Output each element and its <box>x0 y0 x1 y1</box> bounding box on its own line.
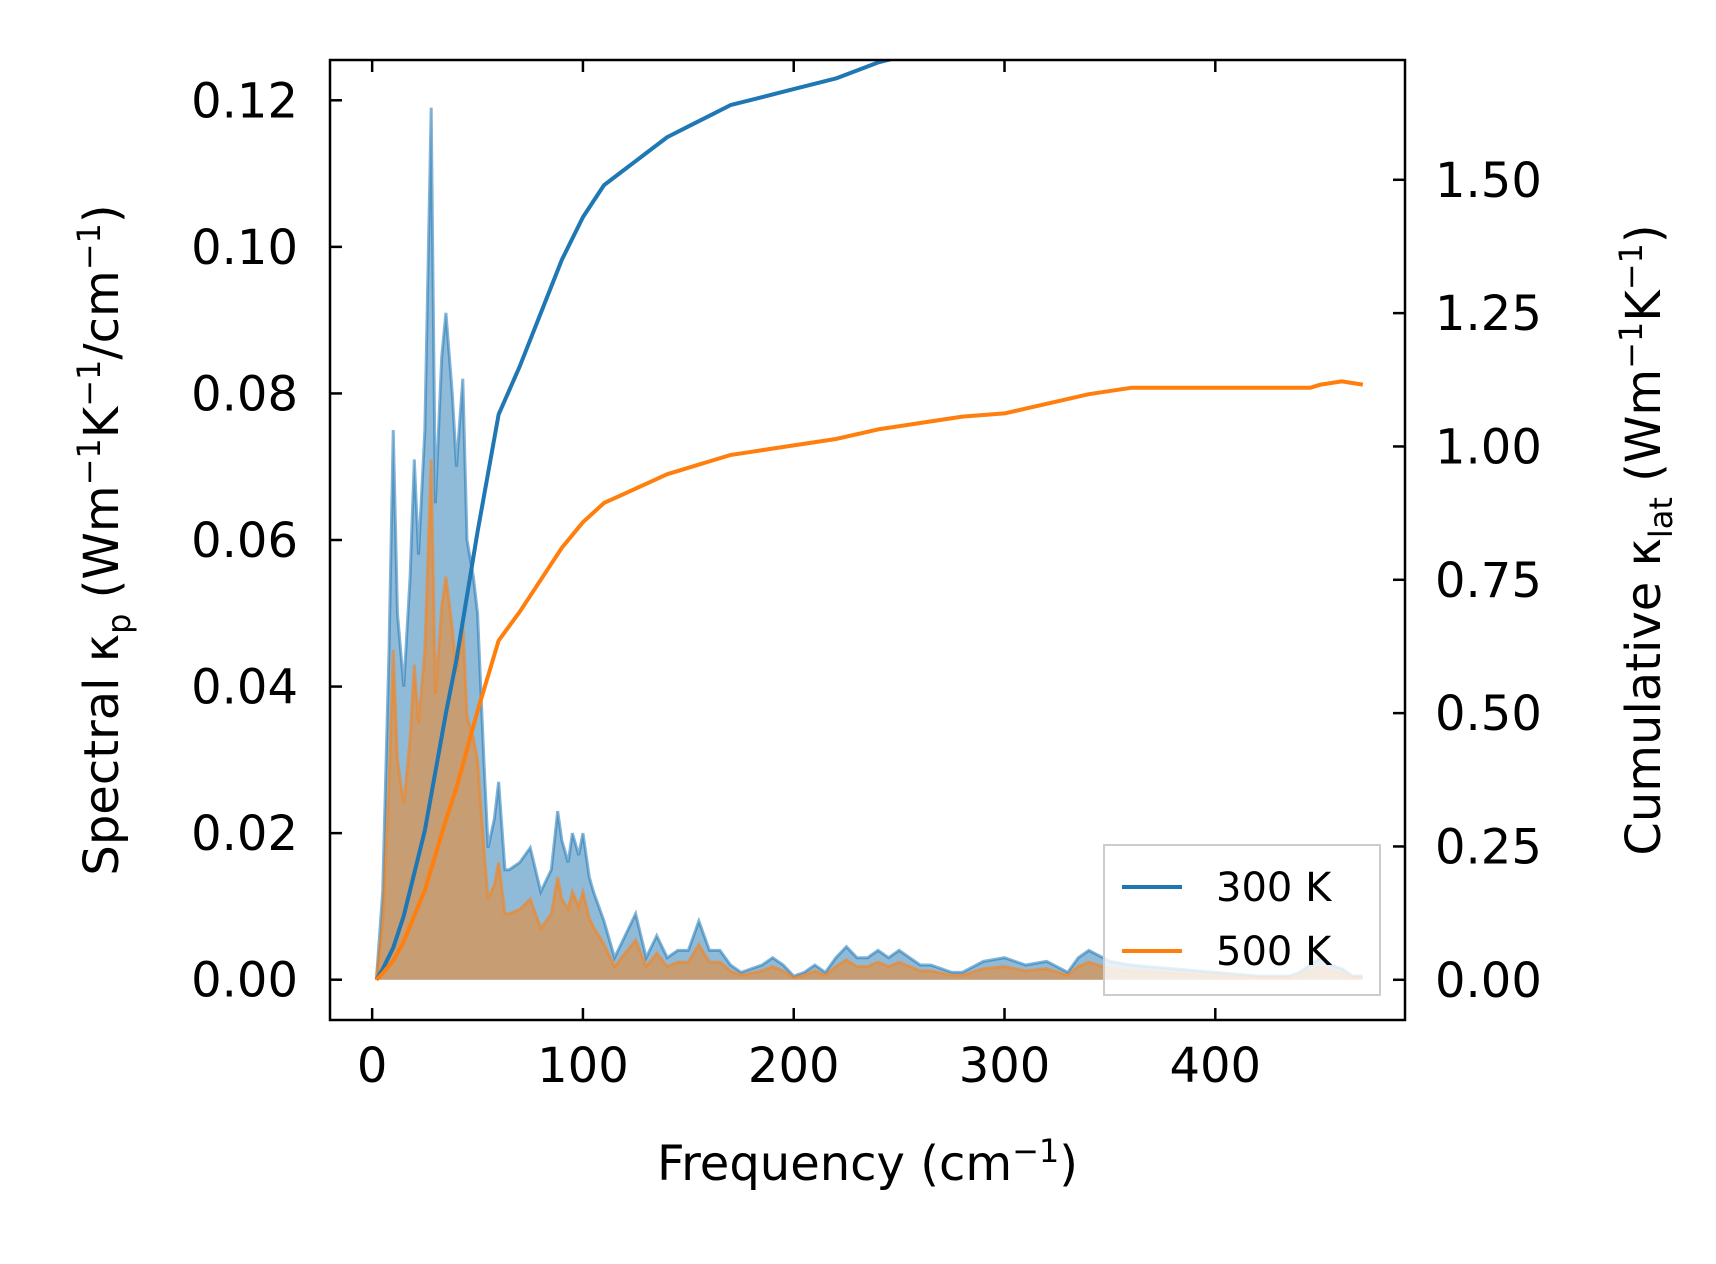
y-right-tick-label: 0.25 <box>1435 819 1542 875</box>
x-tick-label: 200 <box>748 1038 840 1094</box>
x-tick-label: 400 <box>1169 1038 1261 1094</box>
legend-label-1: 500 K <box>1216 929 1333 975</box>
spectral-edge-0 <box>374 107 1363 980</box>
spectral-fill-1 <box>376 459 1363 980</box>
cumulative-line-0 <box>374 60 896 981</box>
x-axis-label: Frequency (cm−1) <box>657 1132 1078 1192</box>
y-right-tick-label: 0.00 <box>1435 953 1542 1009</box>
x-tick-label: 100 <box>537 1038 629 1094</box>
y-left-tick-label: 0.02 <box>191 806 298 862</box>
x-tick-label: 300 <box>959 1038 1051 1094</box>
y-left-tick-label: 0.04 <box>191 660 298 716</box>
y-right-tick-label: 1.25 <box>1435 286 1542 342</box>
y-left-tick-label: 0.00 <box>191 953 298 1009</box>
cumulative-line-1 <box>374 379 1364 982</box>
y-right-tick-label: 1.50 <box>1435 153 1542 209</box>
y-left-tick-label: 0.10 <box>191 220 298 276</box>
legend-box <box>1103 844 1381 996</box>
x-tick-label: 0 <box>357 1038 388 1094</box>
y-left-tick-label: 0.08 <box>191 366 298 422</box>
y-right-tick-label: 0.75 <box>1435 553 1542 609</box>
y-left-axis-label: Spectral κp (Wm−1K−1/cm−1) <box>70 204 138 875</box>
y-right-tick-label: 1.00 <box>1435 419 1542 475</box>
legend-label-0: 300 K <box>1216 865 1333 911</box>
y-left-tick-label: 0.06 <box>191 513 298 569</box>
y-left-tick-label: 0.12 <box>191 73 298 129</box>
y-right-tick-label: 0.50 <box>1435 686 1542 742</box>
y-right-axis-label: Cumulative κlat (Wm−1K−1) <box>1612 224 1680 855</box>
